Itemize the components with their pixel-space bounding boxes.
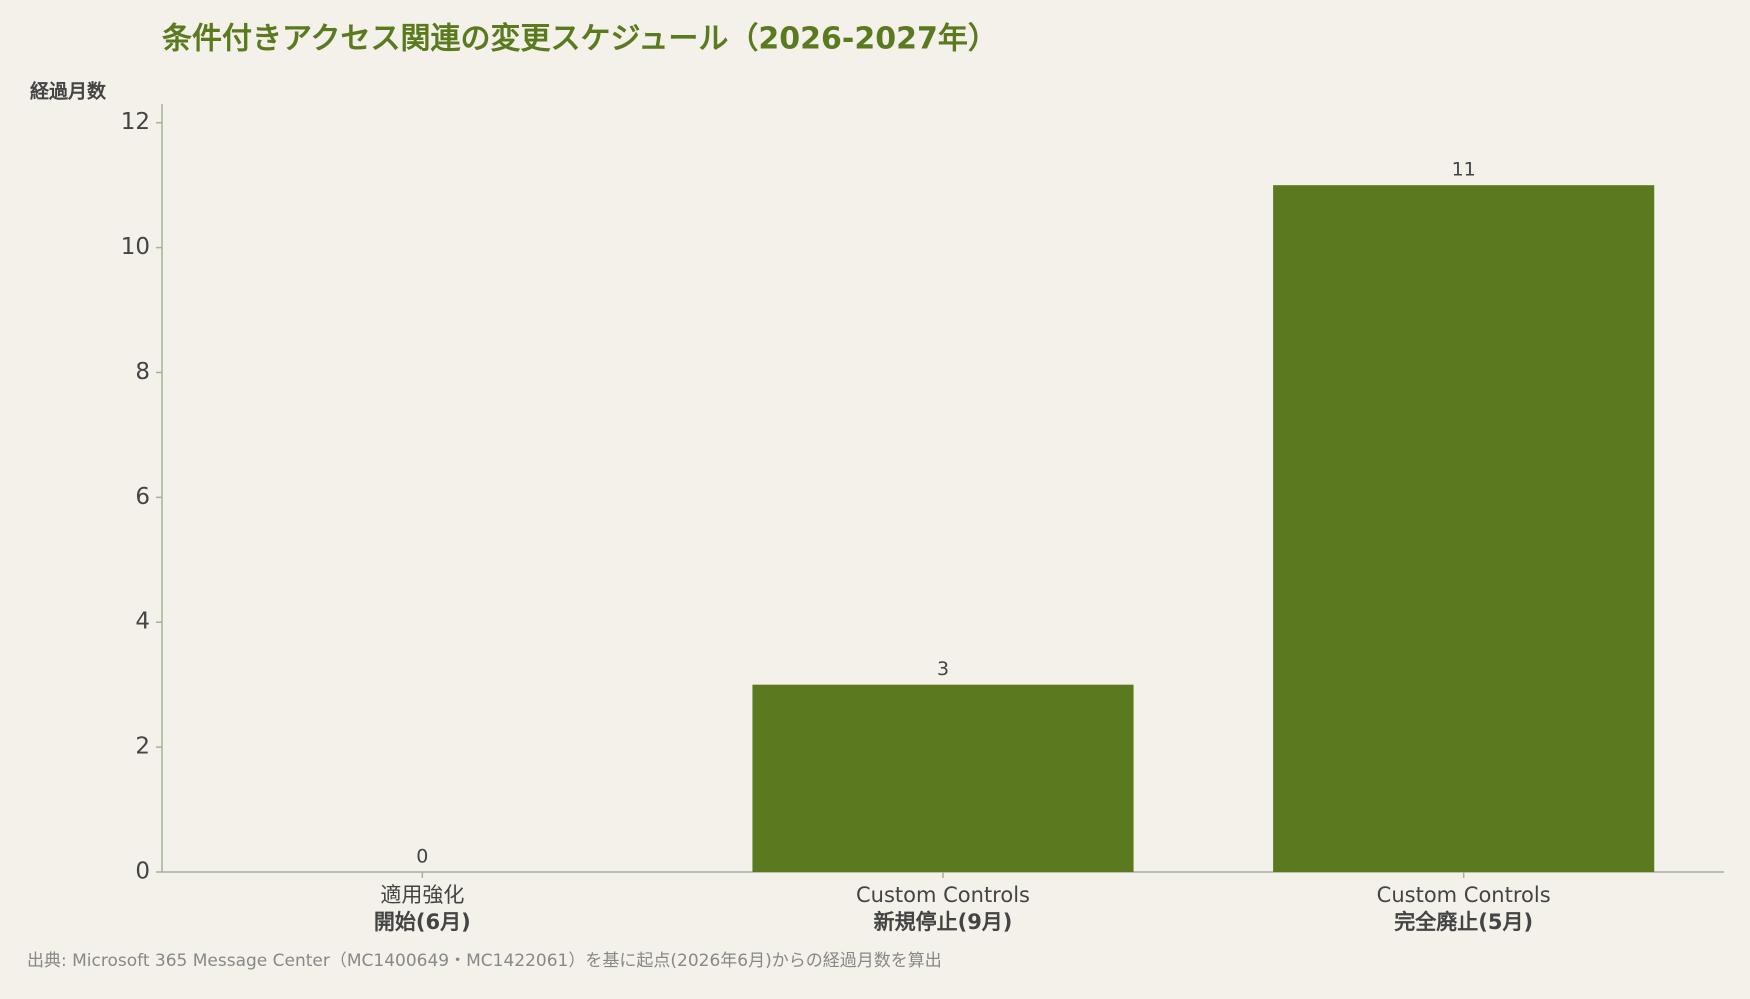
x-tick-label: 開始(6月) xyxy=(374,910,471,934)
x-tick-label: Custom Controls xyxy=(1377,883,1551,907)
y-tick-label: 0 xyxy=(135,859,150,885)
y-tick-label: 10 xyxy=(121,234,150,260)
y-axis-label: 経過月数 xyxy=(30,80,107,103)
chart-title: 条件付きアクセス関連の変更スケジュール（2026-2027年） xyxy=(162,22,998,57)
x-tick-label: 新規停止(9月) xyxy=(874,910,1013,934)
y-tick-label: 4 xyxy=(135,609,150,635)
y-tick-label: 6 xyxy=(135,484,150,510)
value-label: 3 xyxy=(937,658,949,680)
x-tick-label: 完全廃止(5月) xyxy=(1394,910,1533,934)
y-tick-label: 12 xyxy=(121,109,150,135)
value-label: 11 xyxy=(1452,159,1476,181)
value-label: 0 xyxy=(416,846,428,868)
y-tick-label: 8 xyxy=(135,359,150,385)
source-note: 出典: Microsoft 365 Message Center（MC14006… xyxy=(27,951,942,971)
bar xyxy=(752,684,1134,872)
y-tick-label: 2 xyxy=(135,734,150,760)
x-tick-label: 適用強化 xyxy=(380,883,464,907)
bar xyxy=(1273,185,1655,873)
x-tick-label: Custom Controls xyxy=(856,883,1030,907)
